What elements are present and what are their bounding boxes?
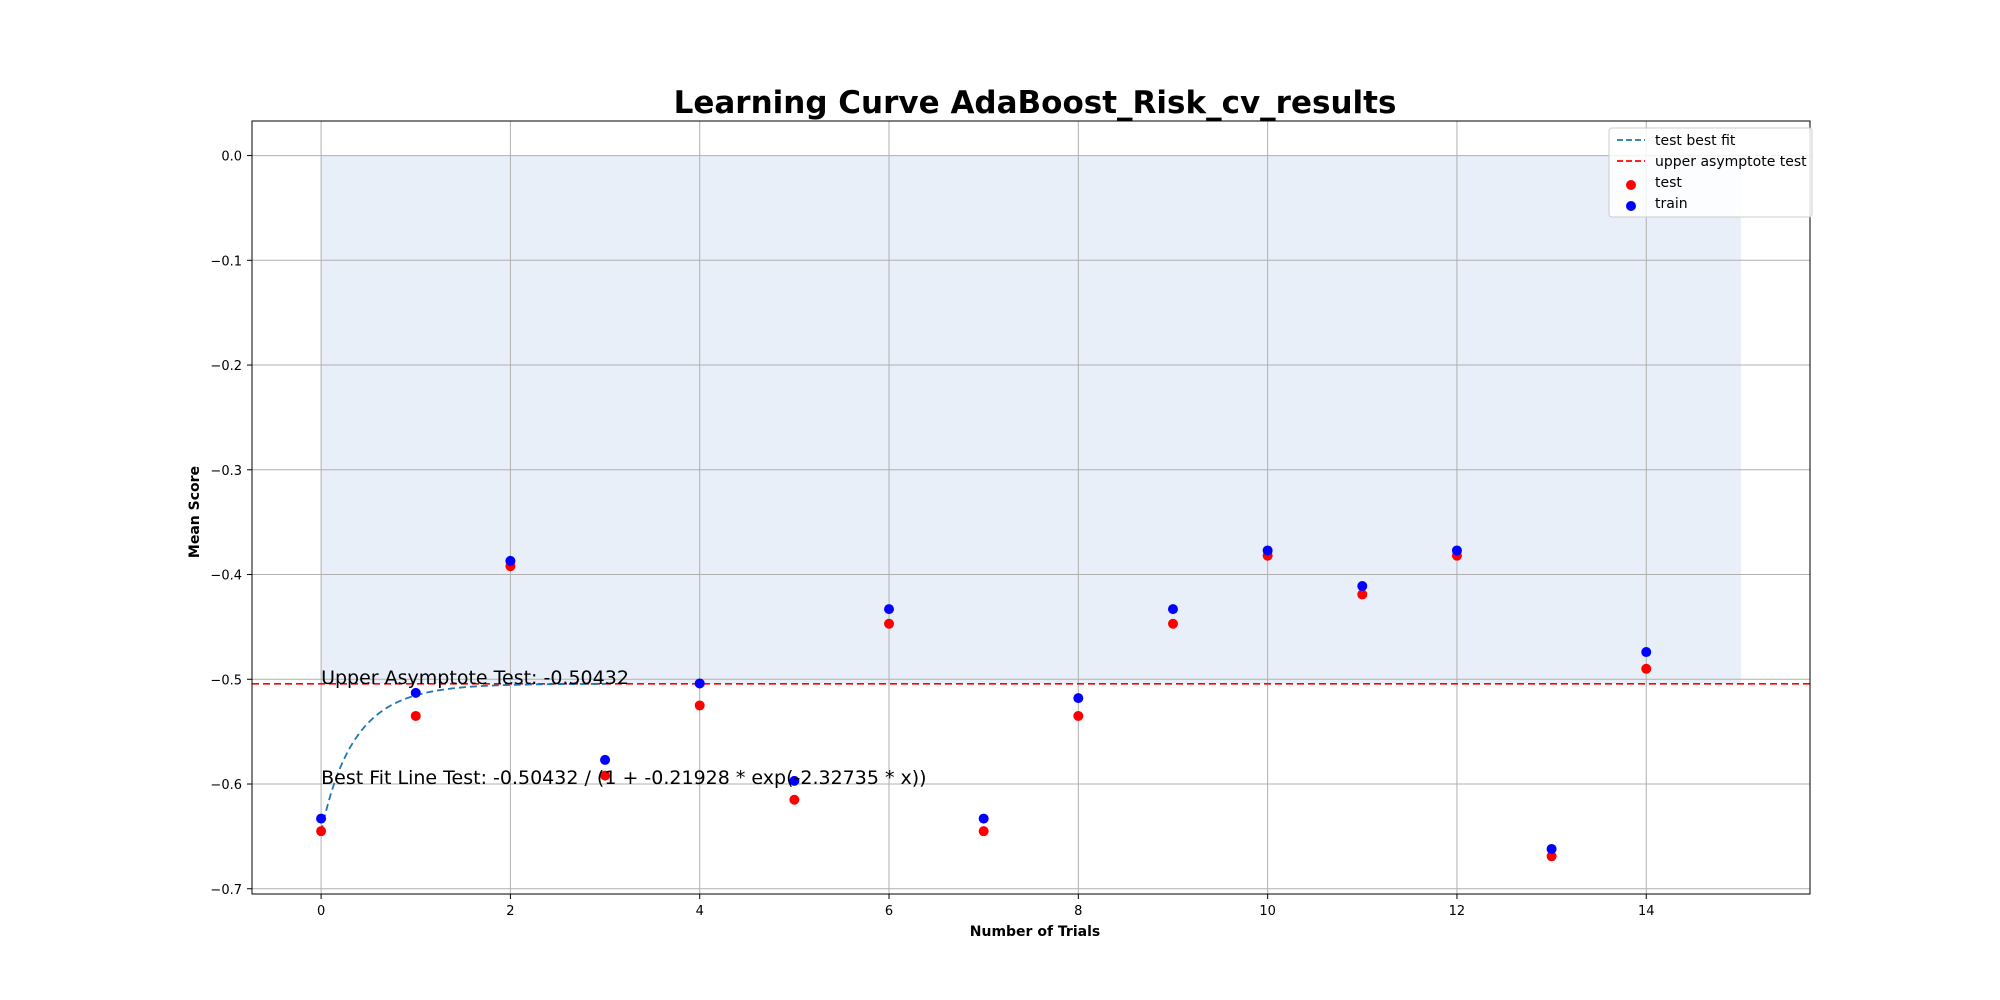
best-fit-line [320,683,606,833]
y-tick-label: −0.7 [210,883,242,898]
chart-title: Learning Curve AdaBoost_Risk_cv_results [674,85,1397,121]
test-point [978,826,989,837]
test-point [884,618,895,629]
train-point [884,604,895,615]
legend-test-marker [1626,180,1636,190]
train-point [1546,843,1557,854]
train-point [505,555,516,566]
y-tick-label: −0.4 [210,569,242,584]
plot-frame [251,120,1811,895]
legend-train-label: train [1655,196,1688,212]
plot-area: 0 2 4 6 8 10 12 14 0.0 −0.1 −0.2 −0.3 −0.4 −0.5 −0.6 −0… [210,120,1813,919]
train-point [1357,581,1368,592]
train-point [316,813,327,824]
y-tick-label: −0.1 [210,254,242,269]
legend-box [1608,127,1813,218]
train-point [978,813,989,824]
x-tick-label: 0 [317,904,325,919]
y-tick-label: −0.5 [210,673,242,688]
legend-test-label: test [1655,175,1682,191]
x-axis-title: Number of Trials [970,924,1100,940]
train-point [600,754,611,765]
test-point [1546,851,1557,862]
test-point [1167,618,1178,629]
legend-fit-label: test best fit [1655,133,1736,149]
test-point [410,710,421,721]
legend-asymptote-label: upper asymptote test [1655,154,1807,170]
train-point [789,775,800,786]
annotation-text: Upper Asymptote Test: -0.50432 [321,667,629,689]
train-point [410,687,421,698]
y-tick-label: −0.3 [210,464,242,479]
test-point [600,770,611,781]
plot-inner [252,121,1810,894]
x-tick-label: 6 [885,904,893,919]
train-point [1073,693,1084,704]
y-tick-label: −0.2 [210,359,242,374]
test-point [694,700,705,711]
test-point [1073,710,1084,721]
annotation-text: Best Fit Line Test: -0.50432 / (1 + -0.2… [321,767,926,789]
legend: test best fit upper asymptote test test tra… [1608,127,1813,218]
test-point [1641,663,1652,674]
test-point [789,794,800,805]
test-point [1357,589,1368,600]
y-axis-title: Mean Score [187,466,203,558]
x-tick-label: 14 [1638,904,1655,919]
y-tick-label: −0.6 [210,778,242,793]
train-point [1262,545,1273,556]
x-tick-label: 4 [696,904,704,919]
shaded-region [321,155,1741,684]
x-tick-label: 2 [506,904,514,919]
x-tick-label: 8 [1074,904,1082,919]
legend-train-marker [1626,201,1636,211]
y-tick-label: 0.0 [221,150,242,165]
x-tick-label: 12 [1449,904,1466,919]
train-point [1167,604,1178,615]
train-point [1641,647,1652,658]
train-point [694,678,705,689]
train-point [1451,545,1462,556]
test-point [316,826,327,837]
x-tick-label: 10 [1259,904,1276,919]
